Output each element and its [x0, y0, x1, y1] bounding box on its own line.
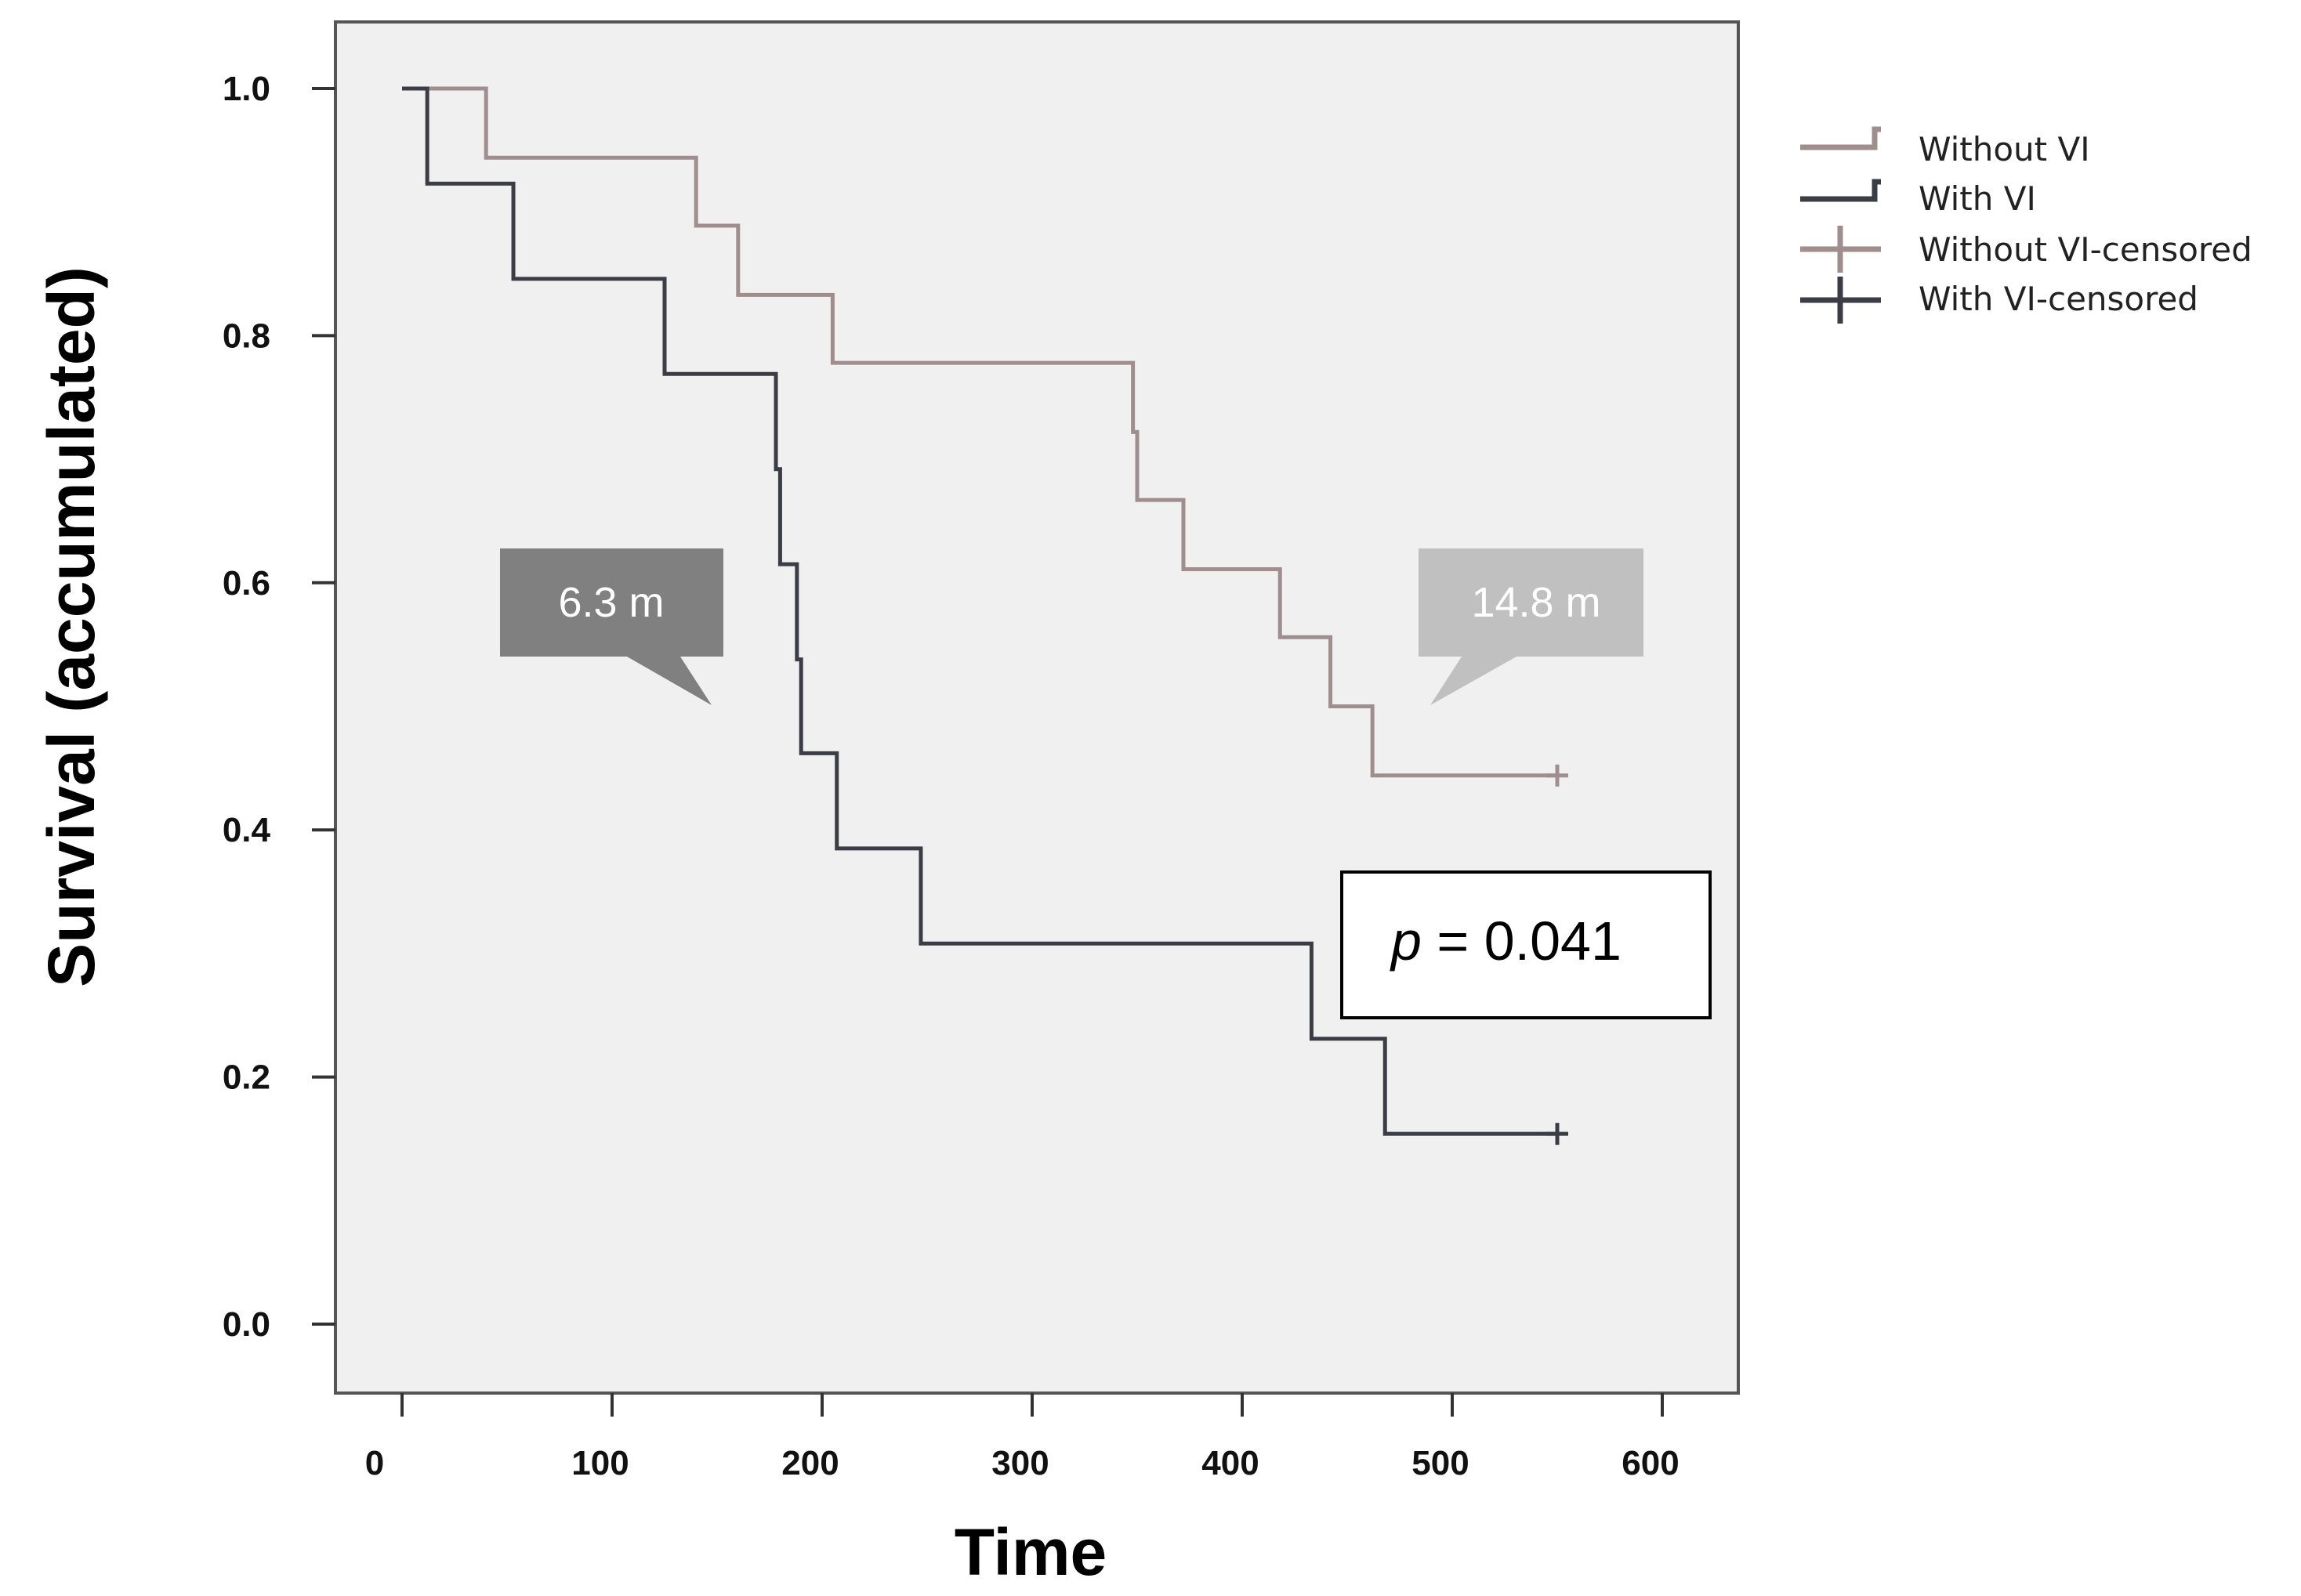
p-value-text: p = 0.041 [1390, 910, 1622, 972]
series-line-with-vi [402, 86, 1557, 1136]
y-tick-label-5: 1.0 [223, 70, 270, 108]
p-value-italic: p [1390, 910, 1422, 972]
legend-item-with-vi: With VI [1800, 179, 2036, 218]
callout-dark-shape [500, 548, 723, 705]
legend-label-with-vi-censored: With VI-censored [1919, 280, 2198, 318]
p-value-rest: = 0.041 [1422, 910, 1622, 972]
callout-median-without-vi: 14.8 m [1419, 548, 1643, 705]
y-axis-title: Survival (accumulated) [34, 266, 108, 987]
x-tick-label-1: 100 [571, 1444, 629, 1482]
legend-label-without-vi: Without VI [1919, 130, 2090, 168]
y-tick-label-3: 0.6 [223, 564, 270, 603]
x-axis-title: Time [955, 1515, 1107, 1589]
y-tick-label-4: 0.8 [223, 317, 270, 355]
legend: Without VI With VI Without VI-censored W… [1800, 126, 2252, 324]
x-tick-label-0: 0 [365, 1444, 384, 1482]
x-tick-label-4: 400 [1201, 1444, 1259, 1482]
callout-dark-text: 6.3 m [558, 579, 664, 626]
y-tick-label-1: 0.2 [223, 1059, 270, 1097]
legend-item-without-vi-censored: Without VI-censored [1800, 226, 2252, 273]
legend-swatch-without-vi [1800, 126, 1881, 150]
p-value-box: p = 0.041 [1340, 870, 1712, 1019]
series-line-without-vi [402, 86, 1557, 778]
callout-light-text: 14.8 m [1471, 579, 1600, 626]
y-axis: 0.0 0.2 0.4 0.6 0.8 1.0 [223, 70, 335, 1344]
legend-item-with-vi-censored: With VI-censored [1800, 277, 2198, 324]
plot-area-background [334, 20, 1740, 1395]
censor-layer [1546, 764, 1568, 1145]
callout-median-with-vi: 6.3 m [500, 548, 723, 705]
legend-item-without-vi: Without VI [1800, 126, 2090, 168]
x-tick-label-3: 300 [991, 1444, 1049, 1482]
series-layer [402, 86, 1557, 1136]
x-tick-label-5: 500 [1411, 1444, 1469, 1482]
x-tick-label-6: 600 [1622, 1444, 1679, 1482]
legend-label-with-vi: With VI [1919, 179, 2036, 218]
x-axis: 0 100 200 300 400 500 600 [365, 1393, 1680, 1482]
p-value-border [1340, 870, 1712, 1019]
x-tick-label-2: 200 [781, 1444, 839, 1482]
legend-swatch-with-vi [1800, 179, 1881, 202]
callout-light-shape [1419, 548, 1643, 705]
legend-label-without-vi-censored: Without VI-censored [1919, 230, 2252, 269]
y-tick-label-2: 0.4 [223, 811, 271, 849]
y-tick-label-0: 0.0 [223, 1305, 270, 1344]
